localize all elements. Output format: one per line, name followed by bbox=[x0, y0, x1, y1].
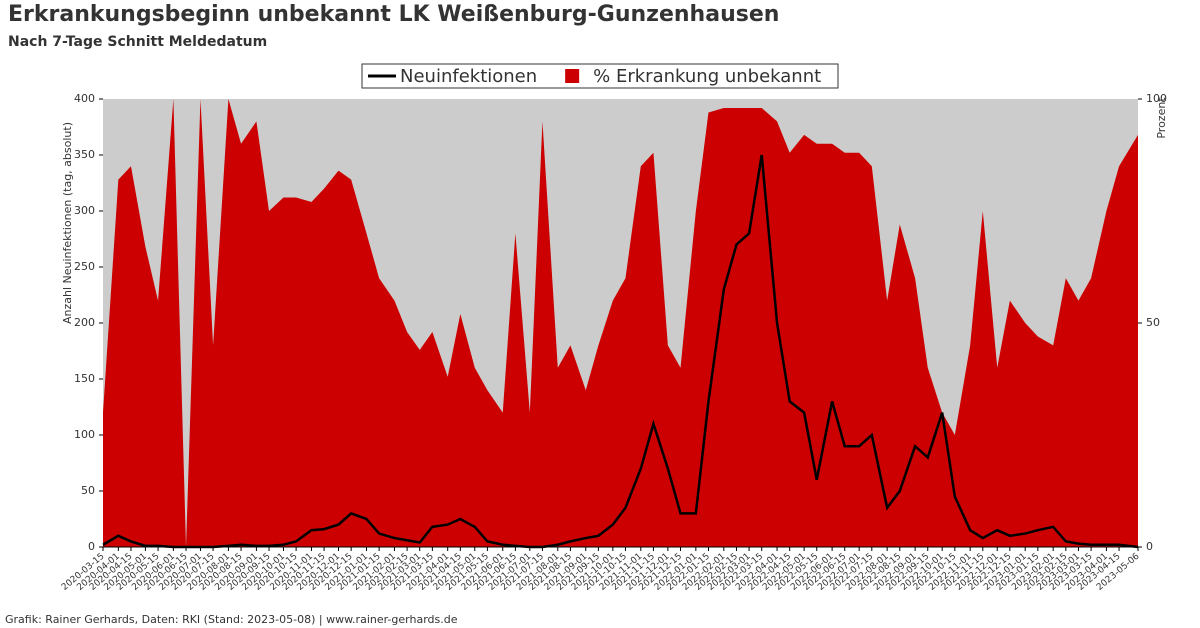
legend: Neuinfektionen % Erkrankung unbekannt bbox=[361, 63, 839, 89]
y-tick-label: 200 bbox=[74, 316, 95, 329]
legend-label: Neuinfektionen bbox=[400, 66, 537, 87]
y2-tick-label: 100 bbox=[1146, 92, 1167, 105]
legend-swatch bbox=[565, 69, 580, 83]
y-tick-label: 300 bbox=[74, 204, 95, 217]
y-tick-label: 100 bbox=[74, 428, 95, 441]
y-tick-label: 350 bbox=[74, 148, 95, 161]
chart-subtitle: Nach 7-Tage Schnitt Meldedatum bbox=[8, 34, 267, 50]
chart-title: Erkrankungsbeginn unbekannt LK Weißenbur… bbox=[8, 2, 779, 27]
area bbox=[103, 99, 1138, 547]
y-tick-label: 250 bbox=[74, 260, 95, 273]
footer: Grafik: Rainer Gerhards, Daten: RKI (Sta… bbox=[5, 613, 458, 626]
y-tick-label: 400 bbox=[74, 92, 95, 105]
y2-tick-label: 50 bbox=[1146, 316, 1160, 329]
legend-label: % Erkrankung unbekannt bbox=[593, 66, 821, 87]
y-axis-label: Anzahl Neuinfektionen (tag, absolut) bbox=[61, 122, 74, 324]
legend-frame bbox=[361, 63, 839, 89]
y-tick-label: 50 bbox=[81, 484, 95, 497]
y-tick-label: 150 bbox=[74, 372, 95, 385]
y-tick-label: 0 bbox=[88, 540, 95, 553]
line bbox=[102, 154, 1139, 549]
y2-tick-label: 0 bbox=[1146, 540, 1153, 553]
y2-axis-label: Prozent bbox=[1155, 97, 1168, 139]
